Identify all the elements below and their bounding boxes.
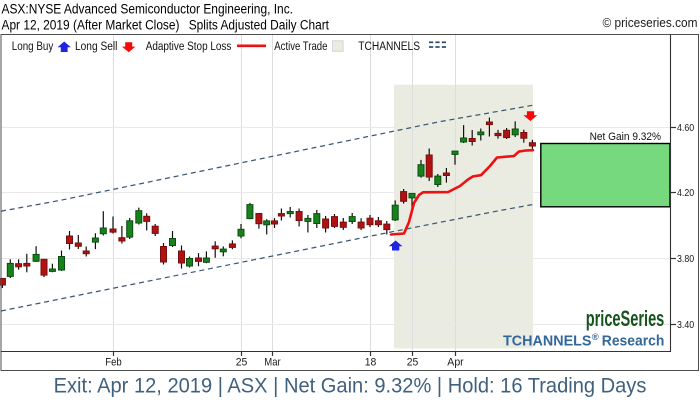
svg-text:25: 25 [407,356,419,368]
svg-text:Adaptive Stop Loss: Adaptive Stop Loss [146,39,232,53]
svg-text:4.20: 4.20 [677,188,694,199]
svg-text:Long Buy: Long Buy [12,39,54,53]
svg-text:25: 25 [236,356,248,368]
svg-text:Exit: Apr 12, 2019 | ASX | Net: Exit: Apr 12, 2019 | ASX | Net Gain: 9.3… [54,374,647,397]
svg-text:TCHANNELS: TCHANNELS [358,39,420,53]
svg-text:Long Sell: Long Sell [75,39,117,53]
svg-text:Net Gain 9.32%: Net Gain 9.32% [590,131,662,143]
svg-text:Apr: Apr [447,356,464,368]
svg-text:3.80: 3.80 [677,254,694,265]
svg-text:Research: Research [602,333,665,350]
svg-text:Active Trade: Active Trade [274,39,327,53]
svg-text:4.60: 4.60 [677,123,694,134]
svg-text:3.40: 3.40 [677,320,694,331]
svg-text:Apr 12, 2019 (After Market Clo: Apr 12, 2019 (After Market Close) Splits… [2,18,330,33]
svg-text:Feb: Feb [105,356,121,368]
svg-text:TCHANNELS: TCHANNELS [503,333,592,350]
svg-text:priceSeries: priceSeries [586,306,665,331]
svg-text:© priceseries.com: © priceseries.com [603,15,698,30]
svg-text:18: 18 [365,356,377,368]
svg-text:Mar: Mar [264,356,281,368]
svg-text:ASX:NYSE Advanced Semiconducto: ASX:NYSE Advanced Semiconductor Engineer… [2,1,294,16]
svg-text:®: ® [592,332,599,343]
